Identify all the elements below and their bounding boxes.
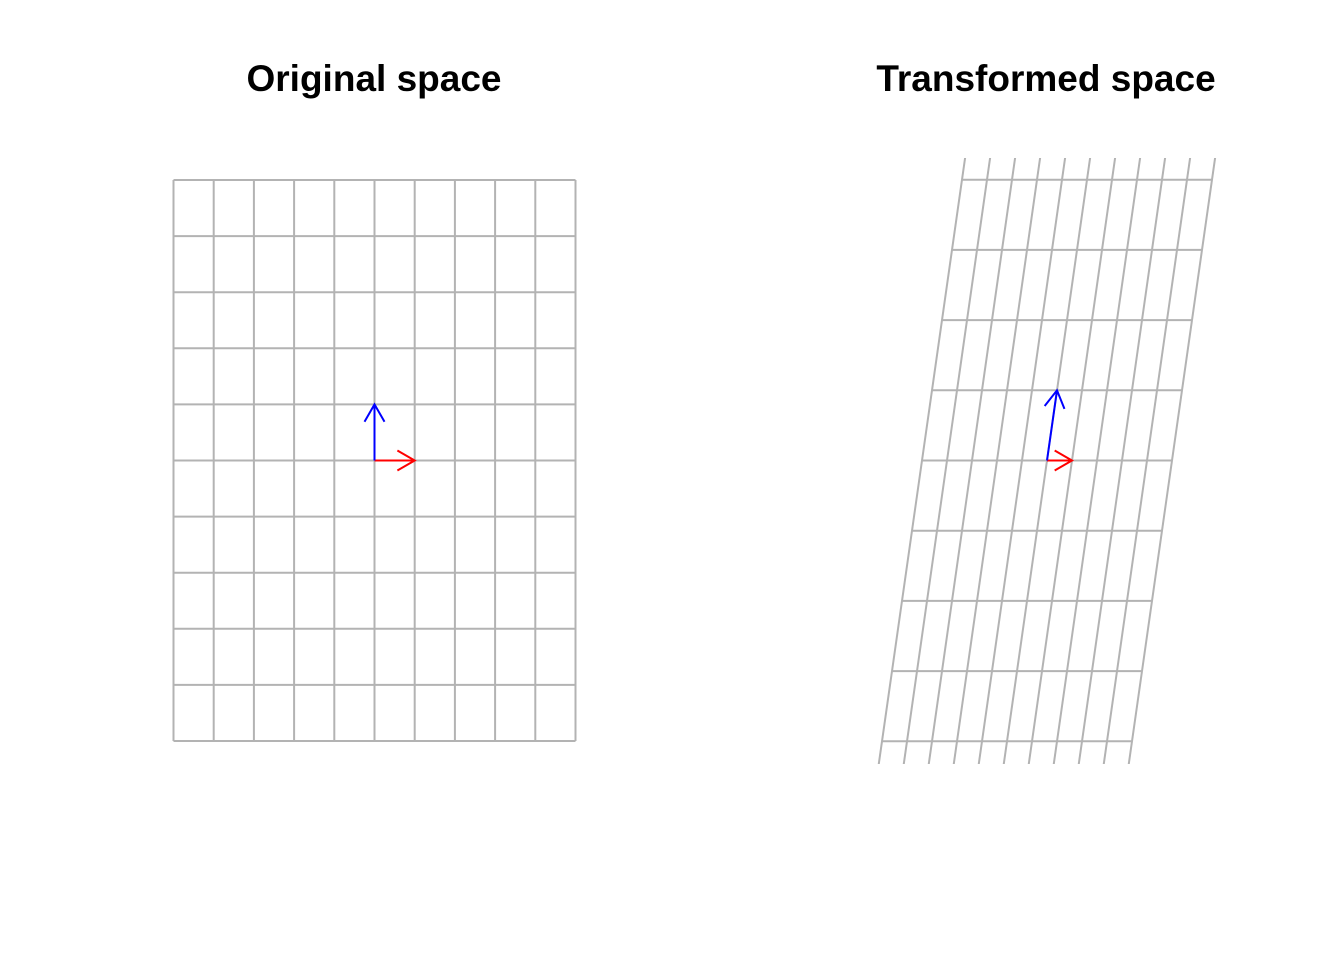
right-panel-title: Transformed space — [876, 58, 1216, 99]
transformed-basis-j-arrow-shaft — [1046, 390, 1058, 461]
transformed-basis-i-arrow-head — [1054, 449, 1075, 472]
original-basis-j-arrow — [363, 402, 386, 461]
original-space-panel — [172, 179, 577, 742]
transformed-basis-i-arrow — [1047, 449, 1075, 472]
transformed-basis-j-arrow-head — [1043, 388, 1066, 410]
original-basis-j-arrow-head — [363, 402, 386, 423]
original-basis-i-arrow — [374, 449, 417, 472]
transformed-space-panel — [877, 158, 1217, 764]
transformed-basis-j-arrow — [1043, 388, 1066, 461]
original-basis-i-arrow-head — [396, 449, 417, 472]
left-panel-title: Original space — [246, 58, 502, 99]
